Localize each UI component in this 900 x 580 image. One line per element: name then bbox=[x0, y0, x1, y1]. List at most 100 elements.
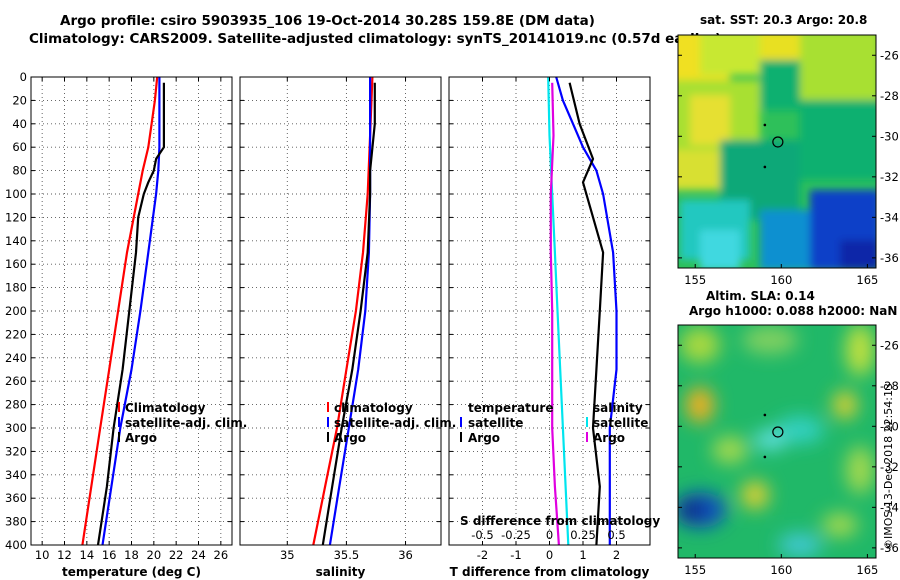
series-line-argo bbox=[96, 82, 165, 546]
x-tick-label: 18 bbox=[124, 548, 139, 562]
nearby-profile-dot bbox=[763, 165, 767, 169]
x-tick-label: 0 bbox=[546, 548, 553, 562]
nearby-profile-dot bbox=[763, 413, 767, 417]
map-y-tick-label: -28 bbox=[880, 379, 899, 393]
legend-label-s-satellite: satellite bbox=[593, 416, 648, 430]
legend-label-satellite: satellite-adj. clim. bbox=[334, 416, 456, 430]
map-x-tick-label: 160 bbox=[770, 563, 792, 577]
series-line-argo bbox=[321, 82, 376, 546]
figure-title-line1: Argo profile: csiro 5903935_106 19-Oct-2… bbox=[60, 13, 595, 29]
map-y-tick-label: -26 bbox=[880, 48, 899, 62]
series-line-t-satellite bbox=[555, 76, 618, 545]
s-tick-label: -0.25 bbox=[501, 528, 531, 542]
y-tick-label: 280 bbox=[5, 398, 27, 412]
legend-label-satellite: satellite-adj. clim. bbox=[125, 416, 247, 430]
legend-label-t-satellite: satellite bbox=[468, 416, 523, 430]
x-axis-label: temperature (deg C) bbox=[62, 565, 201, 579]
credit-text: ©IMOS 13-Dec-2018 22:54:13 bbox=[882, 383, 895, 550]
sla-map: Altim. SLA: 0.14 Argo h1000: 0.088 h2000… bbox=[677, 289, 899, 577]
x-axis-label: salinity bbox=[316, 565, 366, 579]
sst-map: sat. SST: 20.3 Argo: 20.8 bbox=[677, 13, 899, 287]
map-x-tick-label: 155 bbox=[684, 563, 706, 577]
legend-heading-salinity: salinity bbox=[593, 401, 643, 415]
y-tick-label: 200 bbox=[5, 304, 27, 318]
map-x-tick-label: 165 bbox=[856, 273, 878, 287]
y-tick-label: 220 bbox=[5, 327, 27, 341]
y-tick-label: 340 bbox=[5, 468, 27, 482]
x-tick-label: -2 bbox=[477, 548, 488, 562]
profile-location-marker bbox=[772, 426, 784, 438]
map-y-tick-label: -26 bbox=[880, 338, 899, 352]
y-tick-label: 40 bbox=[12, 117, 27, 131]
y-tick-label: 320 bbox=[5, 444, 27, 458]
series-line-s-argo bbox=[549, 82, 560, 546]
series-line-climatology bbox=[81, 76, 159, 546]
legend-label-climatology: Climatology bbox=[125, 401, 206, 415]
y-tick-label: 160 bbox=[5, 257, 27, 271]
x-tick-label: 1 bbox=[579, 548, 586, 562]
legend-label-argo: Argo bbox=[125, 431, 157, 445]
salinity-panel: 35 35.5 36 salinity bbox=[239, 76, 442, 579]
s-tick-label: -0.5 bbox=[471, 528, 493, 542]
x-tick-label: 24 bbox=[191, 548, 206, 562]
s-tick-label: 0.5 bbox=[607, 528, 625, 542]
series-line-satellite-adj-clim- bbox=[328, 77, 372, 546]
y-tick-label: 100 bbox=[5, 187, 27, 201]
legend-label-s-argo: Argo bbox=[593, 431, 625, 445]
x-tick-label: 20 bbox=[147, 548, 162, 562]
map-y-tick-label: -36 bbox=[880, 251, 899, 265]
legend-label-climatology: climatology bbox=[334, 401, 413, 415]
map-x-tick-label: 160 bbox=[770, 273, 792, 287]
x-tick-label: 14 bbox=[80, 548, 95, 562]
y-tick-label: 120 bbox=[5, 210, 27, 224]
y-tick-label: 260 bbox=[5, 374, 27, 388]
legend-label-t-argo: Argo bbox=[468, 431, 500, 445]
s-difference-axis-label: S difference from climatology bbox=[460, 514, 660, 528]
y-tick-label: 240 bbox=[5, 351, 27, 365]
map-y-tick-label: -32 bbox=[880, 460, 899, 474]
sla-map-title-line1: Altim. SLA: 0.14 bbox=[706, 289, 815, 303]
map-x-tick-label: 165 bbox=[856, 563, 878, 577]
temperature-legend: Climatology satellite-adj. clim. Argo bbox=[118, 401, 247, 445]
x-tick-label: 2 bbox=[613, 548, 620, 562]
difference-legend: temperature satellite Argo salinity sate… bbox=[460, 401, 648, 445]
map-y-tick-label: -30 bbox=[880, 419, 899, 433]
x-tick-label: 35 bbox=[280, 548, 295, 562]
salinity-legend: climatology satellite-adj. clim. Argo bbox=[327, 401, 456, 445]
sst-field bbox=[678, 35, 876, 268]
figure-title-line2: Climatology: CARS2009. Satellite-adjuste… bbox=[29, 31, 721, 47]
map-y-tick-label: -32 bbox=[880, 170, 899, 184]
y-tick-label: 380 bbox=[5, 515, 27, 529]
x-tick-label: 36 bbox=[398, 548, 413, 562]
map-y-tick-label: -34 bbox=[880, 210, 899, 224]
y-tick-label: 140 bbox=[5, 234, 27, 248]
y-tick-label: 60 bbox=[12, 140, 27, 154]
x-tick-label: -1 bbox=[510, 548, 521, 562]
y-tick-label: 360 bbox=[5, 491, 27, 505]
sla-map-frame bbox=[677, 324, 877, 559]
x-axis-label: T difference from climatology bbox=[450, 565, 650, 579]
y-tick-label: 80 bbox=[12, 164, 27, 178]
sst-map-axes: 155 160 165 -26 -28 -30 -32 -34 -36 bbox=[678, 48, 899, 287]
sla-map-title-line2: Argo h1000: 0.088 h2000: NaN bbox=[689, 304, 897, 318]
x-tick-label: 10 bbox=[35, 548, 50, 562]
sla-map-axes: 155 160 165 -26 -28 -30 -32 -34 -36 bbox=[678, 338, 899, 577]
y-tick-label: 180 bbox=[5, 281, 27, 295]
x-tick-label: 26 bbox=[214, 548, 229, 562]
map-y-tick-label: -28 bbox=[880, 89, 899, 103]
map-x-tick-label: 155 bbox=[684, 273, 706, 287]
s-tick-label: 0 bbox=[546, 528, 553, 542]
sla-field bbox=[678, 325, 876, 558]
sst-map-frame bbox=[677, 34, 877, 269]
y-tick-label: 300 bbox=[5, 421, 27, 435]
difference-panel: -2 -1 0 1 2 T difference from climatology -0.5… bbox=[448, 76, 651, 579]
y-tick-label: 400 bbox=[5, 538, 27, 552]
map-y-tick-label: -36 bbox=[880, 541, 899, 555]
profile-location-marker bbox=[772, 136, 784, 148]
y-tick-label: 0 bbox=[20, 70, 27, 84]
map-y-tick-label: -34 bbox=[880, 500, 899, 514]
nearby-profile-dot bbox=[763, 123, 767, 127]
x-tick-label: 16 bbox=[102, 548, 117, 562]
y-tick-label: 20 bbox=[12, 93, 27, 107]
